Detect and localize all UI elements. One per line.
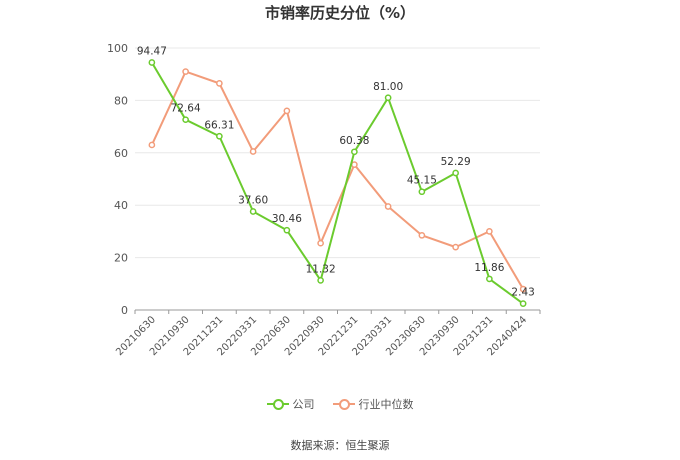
data-point-company — [418, 188, 426, 196]
data-label-company: 11.86 — [474, 262, 504, 274]
data-label-company: 66.31 — [204, 119, 234, 131]
data-point-company — [351, 148, 358, 156]
series-layer — [148, 59, 527, 307]
axis-layer: 0204060801002021063020210930202112312022… — [107, 42, 541, 358]
series-line-company — [151, 61, 524, 305]
data-point-industry — [249, 148, 257, 155]
data-point-industry — [418, 231, 426, 239]
data-point-company — [317, 276, 324, 284]
data-point-industry — [351, 161, 358, 168]
data-point-company — [283, 226, 291, 234]
grid-layer — [135, 47, 540, 259]
legend-item-company[interactable]: 公司 — [266, 396, 315, 412]
data-point-company — [486, 275, 493, 283]
data-point-company — [384, 94, 392, 102]
data-label-company: 30.46 — [272, 213, 302, 225]
legend-item-industry[interactable]: 行业中位数 — [332, 396, 414, 412]
y-tick-label: 20 — [114, 252, 128, 265]
legend-swatch-industry — [332, 398, 355, 410]
data-label-company: 52.29 — [441, 156, 471, 168]
data-point-company — [148, 59, 156, 66]
y-tick-label: 80 — [114, 94, 128, 107]
data-point-company — [519, 300, 527, 307]
data-point-industry — [148, 141, 156, 149]
data-label-company: 81.00 — [373, 81, 403, 93]
data-point-industry — [216, 80, 223, 87]
data-label-company: 60.38 — [339, 135, 369, 147]
legend-label-industry: 行业中位数 — [358, 398, 414, 411]
data-point-industry — [283, 107, 291, 115]
data-point-industry — [384, 203, 392, 210]
data-point-company — [249, 208, 257, 215]
data-point-company — [182, 116, 189, 124]
y-tick-label: 60 — [114, 147, 128, 160]
data-label-company: 37.60 — [238, 194, 268, 206]
chart-title: 市销率历史分位（%） — [264, 4, 416, 22]
data-point-industry — [452, 243, 459, 251]
legend: 公司 行业中位数 — [0, 396, 680, 412]
series-line-industry — [150, 70, 524, 290]
legend-swatch-company — [266, 398, 289, 410]
y-tick-label: 40 — [114, 199, 128, 212]
y-tick-label: 0 — [121, 304, 128, 317]
data-point-industry — [519, 285, 527, 293]
data-label-company: 45.15 — [407, 175, 437, 187]
data-label-company: 11.32 — [306, 263, 336, 275]
data-label-company: 94.47 — [137, 45, 167, 57]
data-point-industry — [486, 228, 493, 235]
data-point-company — [216, 132, 223, 140]
data-point-industry — [317, 239, 324, 247]
legend-label-company: 公司 — [292, 398, 315, 411]
data-label-company: 72.64 — [171, 103, 201, 115]
y-tick-label: 100 — [107, 42, 128, 55]
data-source-note: 数据来源：恒生聚源 — [290, 439, 390, 452]
data-label-company: 2.43 — [511, 287, 534, 299]
data-point-company — [452, 169, 459, 177]
data-point-industry — [182, 68, 189, 75]
